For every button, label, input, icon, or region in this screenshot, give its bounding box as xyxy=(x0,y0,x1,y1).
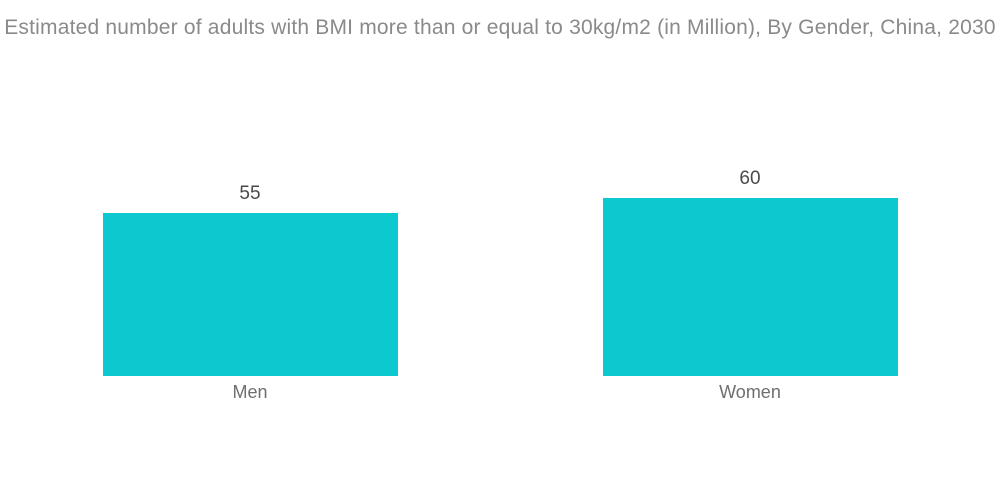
category-label-men: Men xyxy=(232,382,268,402)
chart-title: Estimated number of adults with BMI more… xyxy=(4,16,996,39)
bar-women xyxy=(602,198,898,376)
bar-men xyxy=(102,213,398,376)
category-axis-labels: Men Women xyxy=(0,382,1000,403)
bar-value-label-men: 55 xyxy=(239,183,261,204)
bar-group-women: 60 xyxy=(500,168,1000,376)
bar-chart-plot-area: 55 60 xyxy=(0,168,1000,376)
bar-value-label-women: 60 xyxy=(739,168,761,189)
bar-group-men: 55 xyxy=(0,183,500,376)
category-label-women: Women xyxy=(719,382,781,402)
